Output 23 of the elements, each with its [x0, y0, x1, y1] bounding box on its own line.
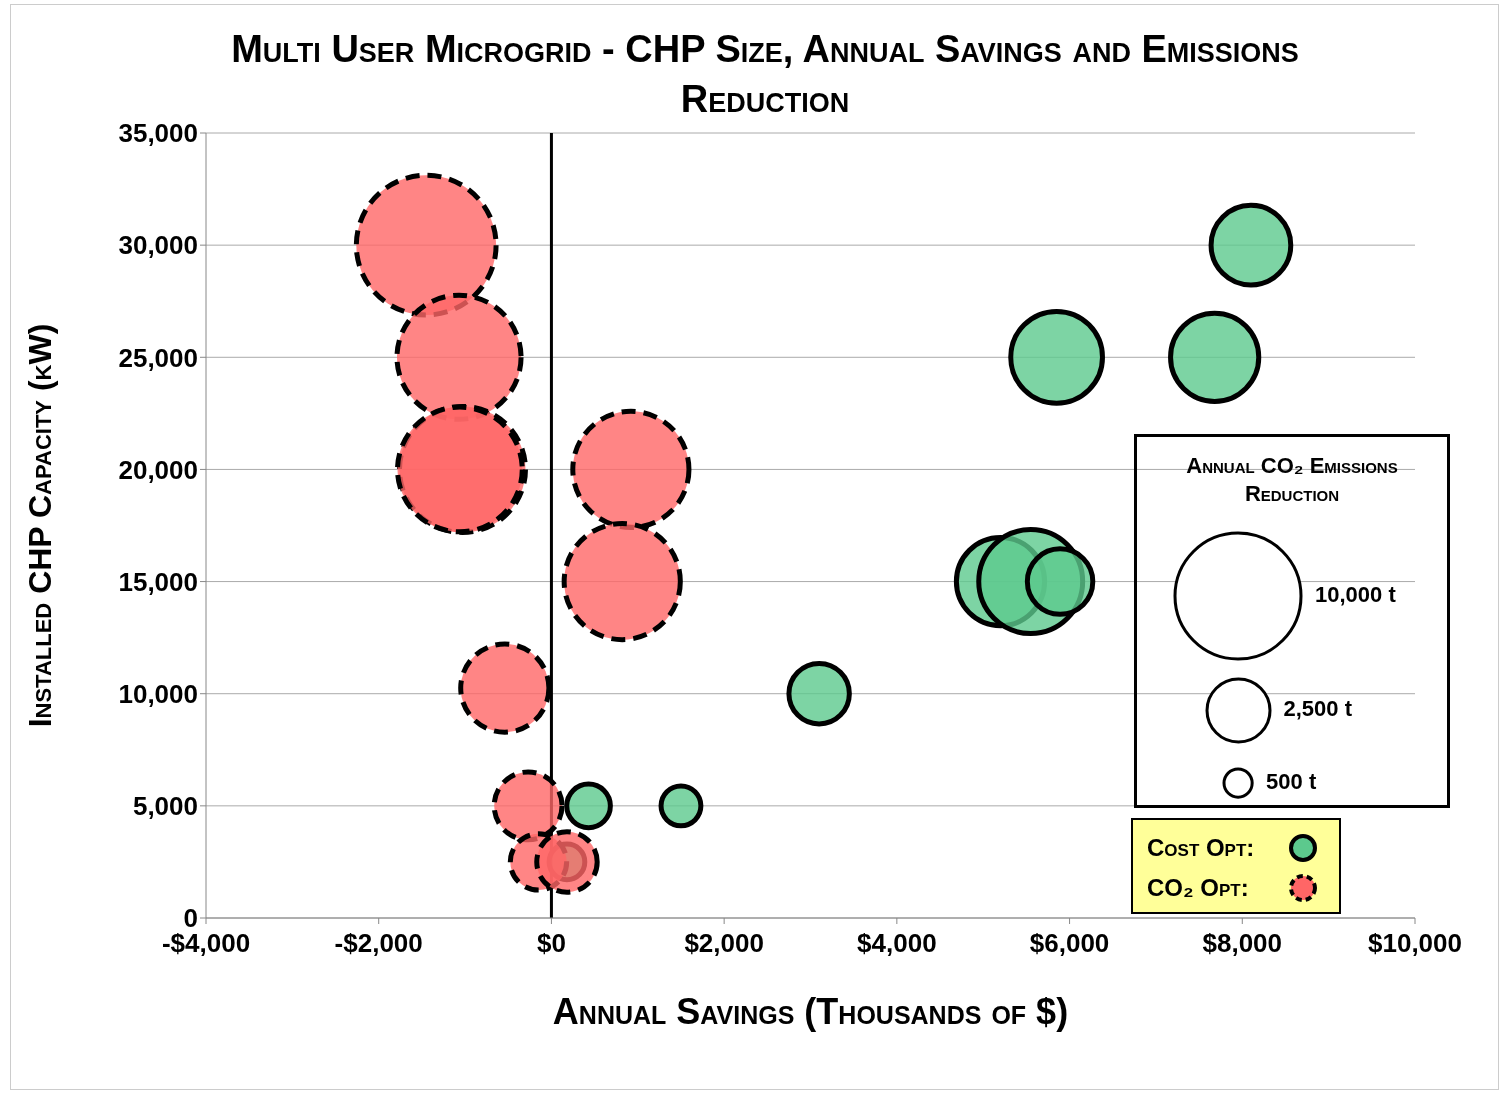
legend-label: 10,000 t	[1315, 582, 1396, 608]
x-axis-title: Annual Savings (Thousands of $)	[552, 990, 1069, 1032]
y-tick-label: 25,000	[118, 342, 198, 373]
y-tick-label: 35,000	[118, 118, 198, 149]
legend-label: 500 t	[1266, 769, 1317, 795]
y-tick-label: 5,000	[132, 791, 198, 822]
x-tick-label: $10,000	[1368, 928, 1462, 959]
x-tick-label: $2,000	[684, 928, 764, 959]
x-tick-label: -$2,000	[334, 928, 423, 959]
x-tick-label: $0	[536, 928, 566, 959]
legend-label: CO₂ Opt:	[1147, 874, 1250, 902]
y-tick-label: 30,000	[118, 230, 198, 261]
x-tick-label: $6,000	[1029, 928, 1110, 959]
x-tick-label: $4,000	[857, 928, 937, 959]
chart-title: Multi User Microgrid - CHP Size, Annual Savings and Emissions Reduction	[231, 28, 1299, 120]
legend-label: Cost Opt:	[1147, 834, 1256, 862]
x-tick-label: $8,000	[1202, 928, 1283, 959]
y-axis-title: Installed CHP Capacity (kW)	[22, 323, 59, 728]
y-tick-label: 10,000	[118, 678, 198, 709]
y-tick-label: 15,000	[118, 566, 198, 597]
legend-title: Annual CO₂ Emissions Reduction	[1185, 452, 1399, 508]
y-tick-label: 20,000	[118, 454, 198, 485]
legend-label: 2,500 t	[1283, 696, 1352, 722]
